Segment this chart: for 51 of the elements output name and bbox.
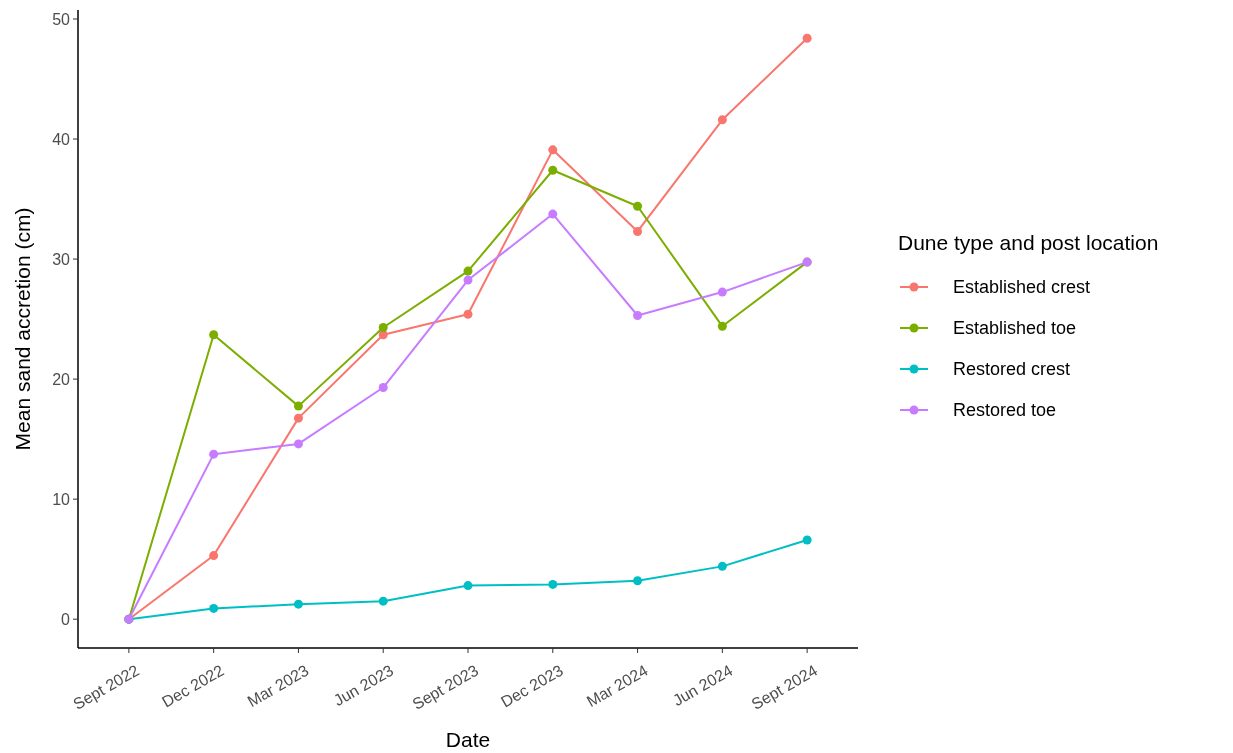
x-tick-label: Sept 2023 (409, 661, 482, 713)
point (802, 33, 812, 43)
point (548, 209, 558, 219)
point (802, 535, 812, 545)
point (209, 330, 219, 340)
point (378, 383, 388, 393)
x-tick-label: Dec 2022 (158, 661, 227, 711)
point (209, 603, 219, 613)
point (633, 226, 643, 236)
point (463, 581, 473, 591)
point (548, 579, 558, 589)
point (293, 439, 303, 449)
point (209, 551, 219, 561)
x-tick-label: Jun 2023 (330, 661, 397, 710)
x-tick-label: Mar 2023 (244, 661, 312, 711)
x-axis-title: Date (445, 728, 491, 751)
legend-label: Restored crest (953, 359, 1071, 380)
x-tick-label: Dec 2023 (498, 661, 566, 711)
point (717, 287, 727, 297)
point (633, 576, 643, 586)
point (633, 201, 643, 211)
y-tick-label: 20 (52, 370, 71, 388)
y-tick-label: 50 (52, 10, 71, 28)
point (378, 596, 388, 606)
point (548, 165, 558, 175)
point (633, 311, 643, 320)
x-tick-label: Sept 2024 (748, 661, 821, 713)
point (293, 413, 303, 423)
point (717, 561, 727, 571)
y-tick-label: 10 (52, 490, 71, 508)
legend-label: Established toe (953, 318, 1077, 339)
legend-label: Restored toe (953, 400, 1057, 421)
point (293, 599, 303, 609)
legend-title: Dune type and post location (898, 231, 1159, 254)
x-tick-label: Sept 2022 (70, 661, 143, 713)
legend-label: Established crest (953, 277, 1091, 298)
y-tick-label: 0 (61, 610, 71, 628)
x-tick-label: Mar 2024 (583, 661, 651, 711)
point (293, 401, 303, 411)
y-tick-label: 40 (52, 130, 71, 148)
point (717, 115, 727, 125)
point (717, 321, 727, 331)
point (209, 449, 219, 459)
x-tick-label: Jun 2024 (669, 661, 736, 710)
y-tick-label: 30 (52, 250, 71, 268)
point (378, 323, 388, 332)
point (548, 145, 558, 155)
point (463, 275, 473, 285)
point (463, 309, 473, 319)
point (463, 266, 473, 276)
y-axis-title: Mean sand accretion (cm) (11, 207, 34, 451)
